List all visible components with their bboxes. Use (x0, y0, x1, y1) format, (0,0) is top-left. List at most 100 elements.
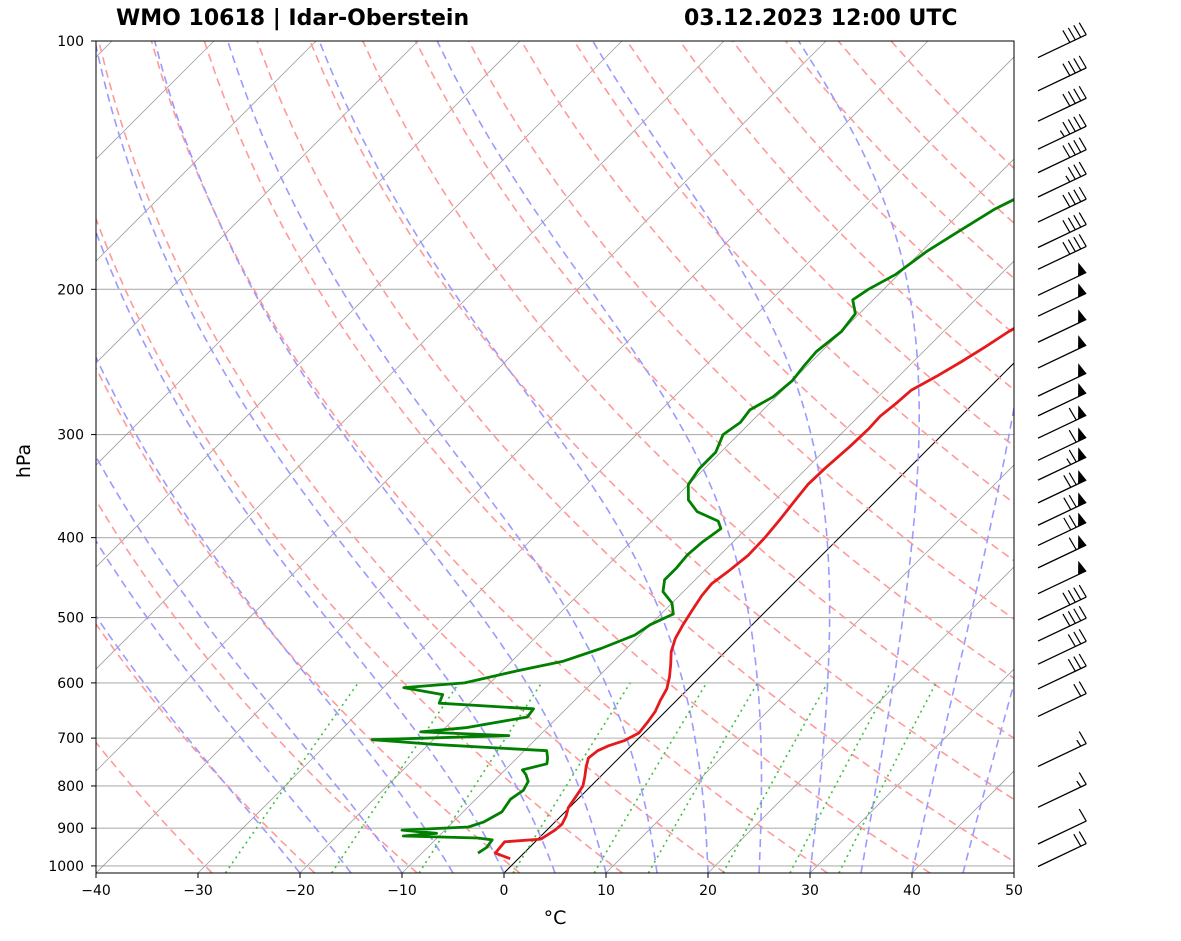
wind-barb (1037, 731, 1087, 768)
wind-barb (1037, 512, 1087, 547)
dry-adiabat (96, 366, 521, 873)
wind-barb (1037, 234, 1087, 270)
chart-title-datetime: 03.12.2023 12:00 UTC (684, 6, 958, 31)
moist-adiabat (592, 41, 831, 873)
wind-barb-full (1067, 91, 1076, 104)
wind-barb-half (1076, 780, 1082, 788)
wind-barb-full (1063, 497, 1072, 511)
wind-barb-staff (1037, 570, 1087, 595)
wind-barb-half (1065, 175, 1071, 183)
wind-barb-full (1067, 658, 1076, 672)
wind-barb (1037, 772, 1087, 808)
isotherm (96, 41, 317, 262)
wind-barb-full (1062, 194, 1071, 208)
plot-frame (95, 40, 1015, 874)
wind-barb-staff (1037, 665, 1087, 690)
wind-barb-full (1063, 517, 1072, 531)
wind-barb-staff (1037, 318, 1087, 343)
wind-barb-staff (1037, 34, 1087, 59)
wind-barb (1037, 309, 1087, 343)
isotherm (1013, 872, 1014, 873)
dry-adiabat (837, 41, 1014, 225)
wind-barb (1037, 335, 1087, 369)
wind-barb-full (1068, 537, 1077, 551)
chart-title-station: WMO 10618 | Idar-Oberstein (116, 6, 470, 31)
wind-barb (1037, 628, 1087, 665)
isotherm (96, 41, 521, 466)
moist-adiabat (436, 41, 763, 873)
wind-barb-half (1059, 130, 1065, 137)
wind-barb-full (1078, 584, 1087, 598)
y-axis-label: hPa (13, 444, 35, 478)
wind-barb-staff (1037, 596, 1087, 621)
x-tick-label: 30 (801, 883, 819, 899)
wind-barb-full (1067, 166, 1076, 180)
wind-barb (1037, 405, 1087, 439)
wind-barb-staff (1037, 501, 1087, 526)
x-tick-label: −10 (387, 883, 417, 899)
wind-barb-full (1073, 683, 1082, 697)
pressure-gridlines (96, 40, 1014, 867)
wind-barb-flag (1078, 382, 1087, 397)
moist-adiabat (96, 229, 505, 873)
wind-barb-full (1073, 214, 1082, 228)
wind-barb-full (1078, 653, 1087, 667)
wind-barb-full (1073, 164, 1082, 177)
wind-barb (1037, 161, 1087, 198)
wind-barb-full (1067, 611, 1076, 624)
dry-adiabat (731, 41, 1014, 335)
dewpoint-profile-line (370, 197, 1014, 855)
y-tick-label: 800 (57, 779, 84, 795)
wind-barb-staff (1037, 223, 1087, 249)
x-tick-label: 0 (500, 883, 509, 899)
wind-barb-staff (1037, 271, 1087, 296)
wind-barb-full (1067, 589, 1076, 603)
wind-barb (1037, 262, 1087, 296)
wind-barb-half (1066, 458, 1072, 465)
sounding-profiles (370, 197, 1014, 861)
wind-barb (1037, 808, 1087, 845)
wind-barb-full (1067, 217, 1076, 231)
y-tick-label: 500 (57, 611, 84, 627)
wind-barb-full (1062, 121, 1071, 135)
x-axis-label: °C (544, 907, 567, 929)
wind-barb (1037, 22, 1087, 59)
moist-adiabat (962, 681, 1014, 873)
wind-barb-full (1062, 613, 1071, 627)
mixing-ratio-line (789, 682, 892, 873)
wind-barb-full (1073, 140, 1082, 153)
wind-barb-staff (1037, 820, 1087, 845)
wind-barb (1037, 584, 1087, 621)
wind-barb-flag (1078, 512, 1087, 527)
moist-adiabat (227, 41, 658, 873)
dry-adiabat (96, 499, 418, 873)
thermo-background (96, 41, 1014, 873)
wind-barb-flag (1078, 262, 1087, 277)
wind-barb-staff (1037, 842, 1087, 868)
wind-barb-staff (1037, 436, 1087, 461)
wind-barb-full (1068, 449, 1077, 463)
dry-adiabat (520, 41, 1014, 562)
y-tick-label: 400 (57, 531, 84, 547)
dry-adiabat (96, 622, 316, 873)
wind-barb-full (1073, 24, 1082, 38)
wind-barb-flag (1078, 363, 1087, 378)
wind-barb-staff (1037, 414, 1087, 439)
wind-barb-full (1078, 605, 1087, 619)
wind-barb (1037, 283, 1087, 317)
wind-barb-full (1067, 192, 1076, 205)
wind-barb-full (1073, 608, 1082, 622)
wind-barb-flag (1078, 534, 1087, 549)
wind-barb (1037, 492, 1087, 526)
wind-barb-staff (1037, 783, 1087, 808)
wind-barb-full (1062, 220, 1071, 233)
wind-barb-full (1062, 30, 1071, 43)
dry-adiabat (256, 41, 1014, 863)
wind-barb (1037, 55, 1087, 92)
wind-barbs (1037, 22, 1087, 868)
dry-adiabat (679, 41, 1014, 391)
wind-barb (1037, 560, 1087, 595)
mixing-ratio-line (224, 682, 359, 873)
wind-barb-full (1078, 772, 1087, 785)
